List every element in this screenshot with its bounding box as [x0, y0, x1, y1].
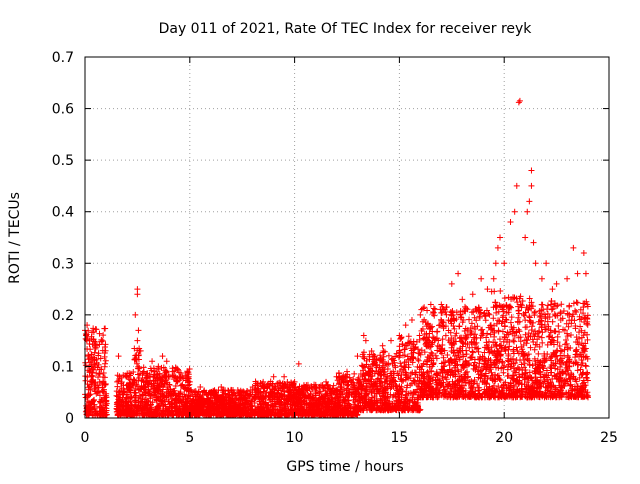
x-axis-label: GPS time / hours — [286, 459, 403, 475]
data-point — [574, 299, 580, 305]
data-point — [469, 320, 475, 326]
data-point — [585, 322, 591, 328]
data-point — [526, 313, 532, 319]
data-point — [428, 350, 434, 356]
data-point — [464, 335, 470, 341]
data-point — [444, 352, 450, 358]
data-point — [555, 323, 561, 329]
data-point — [466, 317, 472, 323]
data-point — [558, 301, 564, 307]
data-point — [539, 329, 545, 335]
data-point — [527, 362, 533, 368]
data-point — [511, 339, 517, 345]
data-point — [484, 330, 490, 336]
data-point — [575, 300, 581, 306]
data-point — [558, 309, 564, 315]
data-point — [431, 313, 437, 319]
data-point — [114, 384, 120, 390]
data-point — [535, 351, 541, 357]
grid-layer — [85, 57, 609, 418]
data-point — [100, 338, 106, 344]
data-point — [431, 310, 437, 316]
data-point — [397, 360, 403, 366]
data-point — [515, 315, 521, 321]
data-point — [584, 371, 590, 377]
data-point — [568, 332, 574, 338]
data-point — [440, 336, 446, 342]
data-point — [507, 303, 513, 309]
data-point — [386, 353, 392, 359]
data-point — [460, 340, 466, 346]
data-point — [351, 371, 357, 377]
points-layer — [82, 98, 591, 419]
data-point — [493, 310, 499, 316]
data-point — [428, 325, 434, 331]
data-point — [406, 333, 412, 339]
data-point — [102, 341, 108, 347]
data-point — [434, 328, 440, 334]
data-point — [517, 328, 523, 334]
data-point — [497, 288, 503, 294]
data-point — [545, 302, 551, 308]
chart-title: Day 011 of 2021, Rate Of TEC Index for r… — [159, 21, 533, 37]
data-point — [502, 295, 508, 301]
data-point — [583, 363, 589, 369]
data-point — [103, 358, 109, 364]
data-point — [544, 306, 550, 312]
data-point — [565, 312, 571, 318]
data-point — [443, 333, 449, 339]
data-point — [475, 345, 481, 351]
data-point — [532, 309, 538, 315]
data-point — [514, 357, 520, 363]
y-axis-label: ROTI / TECUs — [7, 192, 23, 284]
data-point — [553, 328, 559, 334]
data-point — [102, 326, 108, 332]
data-point — [515, 308, 521, 314]
data-point — [457, 323, 463, 329]
data-point — [463, 348, 469, 354]
data-point — [97, 331, 103, 337]
data-point — [575, 367, 581, 373]
data-point — [540, 302, 546, 308]
data-point — [558, 348, 564, 354]
data-point — [555, 334, 561, 340]
